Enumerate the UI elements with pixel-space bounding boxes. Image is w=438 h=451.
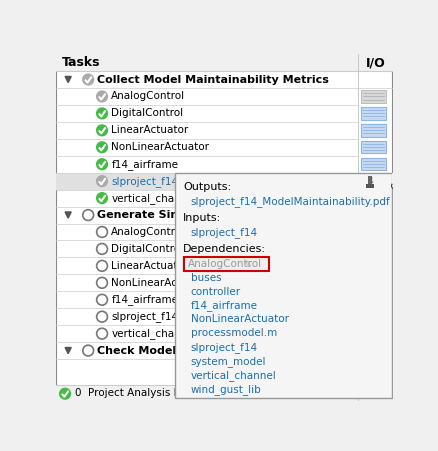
Text: NonLinearActuator: NonLinearActuator [191,314,289,324]
Text: system_model: system_model [191,356,266,367]
Text: 0  Project Analysis Issu: 0 Project Analysis Issu [75,388,194,398]
Text: Tasks: Tasks [62,56,100,69]
Circle shape [97,176,107,187]
Circle shape [60,388,71,399]
Text: processmodel.m: processmodel.m [191,328,277,338]
Bar [361,107,386,120]
Text: vertical_channel: vertical_channel [191,370,276,381]
Circle shape [97,277,107,288]
Text: wind_gust_lib: wind_gust_lib [191,384,261,395]
Text: f14_airframe: f14_airframe [191,300,258,312]
Bar [56,385,393,401]
Text: controller: controller [191,287,241,297]
Text: NonLinearActuato: NonLinearActuato [111,278,205,288]
Bar [361,158,386,170]
Text: slproject_f14: slproject_f14 [191,342,258,353]
Text: AnalogControl: AnalogControl [187,259,261,269]
Text: ⬇: ⬇ [366,175,374,185]
Bar [56,173,358,189]
Circle shape [97,91,107,102]
Text: Check Modeling Sta: Check Modeling Sta [97,345,220,355]
Circle shape [97,159,107,170]
Ellipse shape [392,182,401,189]
Circle shape [83,210,94,221]
Bar [361,192,386,204]
Circle shape [97,244,107,254]
Text: Inputs:: Inputs: [183,213,221,223]
Text: buses: buses [191,273,221,283]
Bar [367,176,372,187]
Text: NonLinearActuator: NonLinearActuator [111,142,209,152]
Text: Collect Model Maintainability Metrics: Collect Model Maintainability Metrics [97,74,328,84]
Bar [361,90,386,103]
Text: AnalogControl: AnalogControl [111,92,185,101]
Bar [361,175,386,187]
Circle shape [97,328,107,339]
Bar [366,184,374,188]
Text: DigitalControl: DigitalControl [111,108,184,119]
Circle shape [97,261,107,271]
Text: LinearActuator: LinearActuator [111,125,188,135]
Circle shape [97,193,107,203]
Circle shape [97,311,107,322]
Text: DigitalControl: DigitalControl [111,244,184,254]
Text: I/O: I/O [366,56,385,69]
Polygon shape [65,212,71,218]
Circle shape [97,108,107,119]
Bar [175,173,392,397]
Polygon shape [65,347,71,354]
Bar [56,54,393,71]
Circle shape [97,226,107,237]
Circle shape [97,142,107,153]
Circle shape [97,125,107,136]
Text: slproject_f14: slproject_f14 [111,176,178,187]
Text: slproject_f14: slproject_f14 [191,226,258,238]
Text: Outputs:: Outputs: [183,182,231,192]
Text: AnalogControl: AnalogControl [111,227,185,237]
Text: vertical_channel: vertical_channel [111,328,197,339]
Circle shape [97,295,107,305]
Text: f14_airframe: f14_airframe [111,159,178,170]
Text: Dependencies:: Dependencies: [183,244,266,253]
Text: ✎: ✎ [243,259,251,269]
Circle shape [83,74,94,85]
Text: LinearActuator: LinearActuator [111,261,188,271]
Polygon shape [65,77,71,83]
Bar [177,173,393,397]
Bar [361,124,386,137]
Text: slproject_f14: slproject_f14 [111,311,178,322]
Text: f14_airframe: f14_airframe [111,295,178,305]
Bar [370,173,371,177]
Bar [184,258,269,271]
Text: slproject_f14_ModelMaintainability.pdf: slproject_f14_ModelMaintainability.pdf [191,196,390,207]
Bar [361,141,386,153]
Circle shape [83,345,94,356]
Text: vertical_channel: vertical_channel [111,193,197,203]
Text: Generate Simulink W: Generate Simulink W [97,210,228,220]
